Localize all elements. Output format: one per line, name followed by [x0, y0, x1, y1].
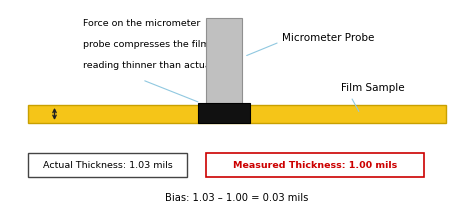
Bar	[206, 18, 242, 104]
Text: Force on the micrometer: Force on the micrometer	[83, 19, 201, 28]
Bar	[198, 103, 250, 123]
Bar	[28, 105, 446, 123]
Bar	[28, 153, 187, 177]
Text: Bias: 1.03 – 1.00 = 0.03 mils: Bias: 1.03 – 1.00 = 0.03 mils	[165, 193, 309, 203]
Text: Measured Thickness: 1.00 mils: Measured Thickness: 1.00 mils	[233, 161, 397, 170]
Text: Film Sample: Film Sample	[341, 83, 405, 93]
Text: reading thinner than actual: reading thinner than actual	[83, 61, 213, 70]
Text: Micrometer Probe: Micrometer Probe	[282, 33, 374, 43]
Bar	[206, 153, 424, 177]
Text: Actual Thickness: 1.03 mils: Actual Thickness: 1.03 mils	[43, 161, 173, 170]
Text: probe compresses the film,: probe compresses the film,	[83, 40, 212, 49]
